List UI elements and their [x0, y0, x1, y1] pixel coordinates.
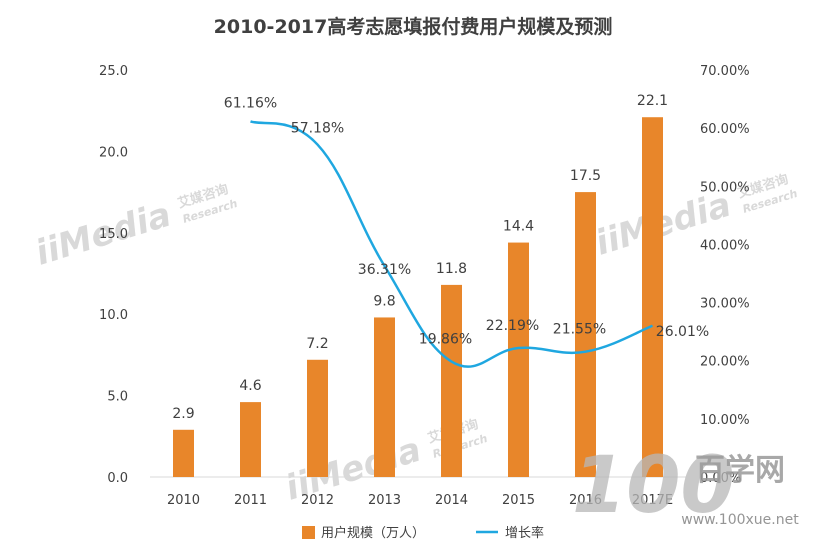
bar-value-label: 22.1: [637, 93, 668, 109]
bar-value-label: 14.4: [503, 219, 534, 235]
site-logo-name: 百学网: [695, 453, 785, 488]
y-right-tick-label: 50.00%: [700, 180, 750, 195]
bar-value-label: 2.9: [172, 406, 194, 422]
y-left-tick-label: 20.0: [99, 145, 128, 160]
x-tick-label: 2011: [234, 493, 267, 508]
line-value-label: 26.01%: [656, 324, 709, 340]
line-data-labels: 61.16% 57.18% 36.31% 19.86% 22.19% 21.55% 26.0…: [224, 95, 709, 347]
site-logo-url: www.100xue.net: [681, 512, 799, 528]
x-tick-label: 2010: [167, 493, 200, 508]
bar-value-label: 9.8: [373, 293, 395, 309]
bar: [441, 284, 462, 477]
legend-label-bar: 用户规模（万人）: [321, 525, 425, 541]
line-value-label: 57.18%: [291, 121, 344, 137]
bar: [575, 192, 596, 477]
x-tick-label: 2016: [569, 493, 602, 508]
legend-label-line: 增长率: [505, 525, 544, 541]
line-value-label: 61.16%: [224, 95, 277, 111]
line-value-label: 22.19%: [486, 318, 539, 334]
y-right-tick-label: 20.00%: [700, 355, 750, 370]
line-value-label: 36.31%: [358, 262, 411, 278]
bar: [307, 359, 328, 477]
bar-value-label: 17.5: [570, 168, 601, 184]
bar-data-labels: 2.9 4.6 7.2 9.8 11.8 14.4 17.5 22.1: [172, 93, 668, 422]
legend-swatch-bar: [302, 526, 315, 539]
y-left-tick-label: 25.0: [99, 64, 128, 79]
x-tick-label: 2013: [368, 493, 401, 508]
bar-value-label: 11.8: [436, 261, 467, 277]
y-right-tick-label: 60.00%: [700, 122, 750, 137]
bar: [173, 429, 194, 477]
y-left-tick-label: 15.0: [99, 227, 128, 242]
growth-rate-line: [250, 120, 653, 368]
line-value-label: 19.86%: [419, 332, 472, 348]
y-right-tick-label: 30.00%: [700, 297, 750, 312]
line-series: [250, 120, 653, 368]
bar-value-label: 7.2: [306, 336, 328, 352]
y-right-tick-label: 70.00%: [700, 64, 750, 79]
bar: [642, 117, 663, 477]
legend: 用户规模（万人） 增长率: [302, 525, 544, 541]
x-axis: 2010 2011 2012 2013 2014 2015 2016 2017E: [150, 476, 686, 508]
y-axis-left: 0.0 5.0 10.0 15.0 20.0 25.0: [99, 64, 128, 486]
bar-series: [173, 117, 663, 477]
chart-title: 2010-2017高考志愿填报付费用户规模及预测: [214, 15, 613, 38]
y-left-tick-label: 10.0: [99, 308, 128, 323]
y-axis-right: 0.00% 10.00% 20.00% 30.00% 40.00% 50.00% 60.00…: [700, 64, 750, 486]
line-value-label: 21.55%: [553, 322, 606, 338]
y-left-tick-label: 0.0: [107, 471, 128, 486]
bar: [374, 317, 395, 477]
x-tick-label: 2017E: [632, 493, 673, 508]
y-right-tick-label: 0.00%: [700, 471, 741, 486]
bar-value-label: 4.6: [239, 378, 261, 394]
bar: [508, 242, 529, 477]
y-right-tick-label: 40.00%: [700, 238, 750, 253]
bar: [240, 402, 261, 477]
y-right-tick-label: 10.00%: [700, 413, 750, 428]
y-left-tick-label: 5.0: [107, 390, 128, 405]
x-tick-label: 2012: [301, 493, 334, 508]
x-tick-label: 2014: [435, 493, 468, 508]
site-logo-number: 100: [572, 441, 735, 531]
x-tick-label: 2015: [502, 493, 535, 508]
